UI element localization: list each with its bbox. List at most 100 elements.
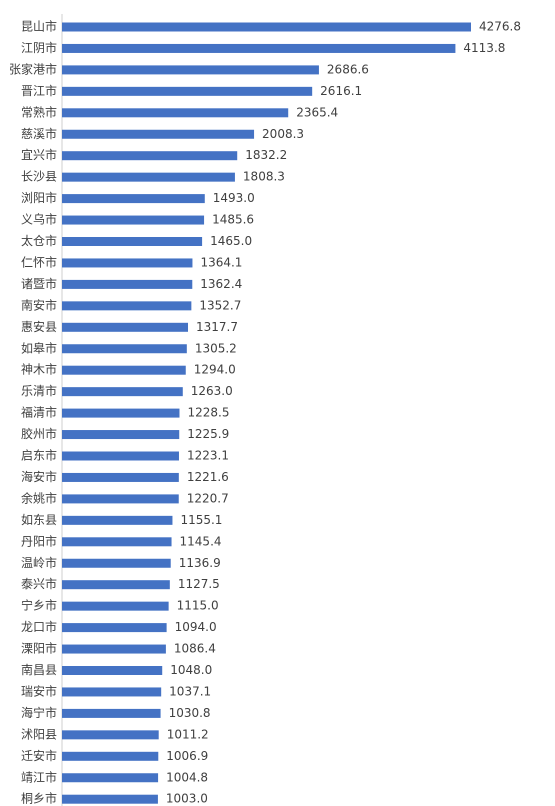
value-label: 1225.9: [187, 427, 229, 441]
bar-37: [62, 794, 158, 804]
value-label: 1127.5: [178, 577, 220, 591]
bar-36: [62, 773, 159, 783]
value-label: 1352.7: [199, 298, 241, 312]
category-label: 张家港市: [9, 61, 57, 76]
category-label: 溧阳市: [21, 641, 57, 656]
value-label: 1364.1: [200, 255, 242, 269]
value-label: 1004.8: [166, 770, 208, 784]
bar-12: [62, 258, 193, 268]
bar-1: [62, 22, 471, 32]
bar-28: [62, 601, 169, 611]
category-label: 义乌市: [21, 212, 57, 227]
category-label: 迁安市: [21, 748, 57, 763]
value-label: 1037.1: [169, 684, 211, 698]
value-label: 1317.7: [196, 320, 238, 334]
bar-34: [62, 730, 159, 740]
category-label: 桐乡市: [21, 791, 57, 806]
value-label: 1485.6: [212, 213, 254, 227]
category-label: 诸暨市: [21, 276, 57, 291]
bar-35: [62, 751, 159, 761]
value-label: 1305.2: [195, 341, 237, 355]
value-label: 1086.4: [174, 642, 216, 656]
bar-18: [62, 387, 183, 397]
bar-19: [62, 408, 180, 418]
category-label: 宜兴市: [21, 147, 57, 162]
category-label: 仁怀市: [21, 254, 57, 269]
category-label: 沭阳县: [21, 727, 57, 741]
bar-29: [62, 623, 167, 633]
bar-10: [62, 215, 205, 225]
bar-16: [62, 344, 187, 354]
value-label: 1221.6: [187, 470, 229, 484]
category-label: 海安市: [21, 469, 57, 484]
value-label: 4276.8: [479, 20, 521, 34]
category-label: 海宁市: [21, 705, 57, 720]
bar-23: [62, 494, 179, 504]
category-label: 神木市: [21, 362, 57, 377]
bar-2: [62, 43, 456, 53]
bar-26: [62, 558, 171, 568]
category-label: 余姚市: [21, 490, 57, 505]
value-label: 1136.9: [179, 556, 221, 570]
value-label: 1465.0: [210, 234, 252, 248]
category-label: 如皋市: [21, 340, 57, 355]
bar-25: [62, 537, 172, 547]
value-label: 1493.0: [213, 191, 255, 205]
value-label: 1145.4: [180, 534, 222, 548]
category-label: 常熟市: [21, 104, 57, 119]
category-label: 长沙县: [21, 170, 57, 184]
value-label: 1115.0: [177, 599, 219, 613]
bar-30: [62, 644, 166, 654]
bar-31: [62, 666, 163, 675]
bar-14: [62, 301, 192, 311]
bar-20: [62, 430, 180, 440]
category-label: 如东县: [21, 512, 57, 527]
bar-32: [62, 687, 162, 697]
value-label: 1155.1: [180, 513, 222, 527]
bar-9: [62, 194, 205, 204]
bar-3: [62, 65, 319, 75]
category-label: 浏阳市: [21, 190, 57, 205]
category-label: 靖江市: [21, 769, 57, 784]
category-label: 泰兴市: [21, 576, 57, 591]
category-label: 太仓市: [21, 233, 57, 248]
bar-24: [62, 515, 173, 525]
bar-13: [62, 279, 193, 289]
bar-8: [62, 172, 235, 182]
value-label: 1263.0: [191, 384, 233, 398]
value-label: 4113.8: [463, 41, 505, 55]
category-label: 宁乡市: [21, 598, 57, 613]
value-label: 1223.1: [187, 449, 229, 463]
value-label: 1011.2: [167, 727, 209, 741]
category-label: 启东市: [21, 448, 57, 463]
category-label: 惠安县: [21, 319, 57, 334]
value-label: 2686.6: [327, 62, 369, 76]
bar-27: [62, 580, 170, 590]
bar-6: [62, 129, 255, 139]
category-label: 乐清市: [21, 383, 57, 398]
category-label: 南安市: [21, 297, 57, 312]
category-label: 南昌县: [21, 662, 57, 677]
category-label: 胶州市: [21, 426, 57, 441]
value-label: 1030.8: [169, 706, 211, 720]
bar-17: [62, 365, 186, 375]
value-label: 2008.3: [262, 127, 304, 141]
category-label: 晋江市: [21, 83, 57, 98]
bar-4: [62, 86, 313, 96]
bar-33: [62, 708, 161, 718]
bar-22: [62, 472, 179, 482]
value-label: 1294.0: [194, 363, 236, 377]
category-label: 昆山市: [21, 19, 57, 34]
bar-11: [62, 237, 203, 246]
category-label: 慈溪市: [21, 126, 57, 141]
value-label: 1048.0: [170, 663, 212, 677]
value-label: 1094.0: [175, 620, 217, 634]
bar-21: [62, 451, 179, 461]
category-label: 温岭市: [21, 555, 57, 570]
category-label: 江阴市: [21, 40, 57, 55]
value-label: 2365.4: [296, 105, 338, 119]
value-label: 1362.4: [200, 277, 242, 291]
value-label: 1220.7: [187, 491, 229, 505]
